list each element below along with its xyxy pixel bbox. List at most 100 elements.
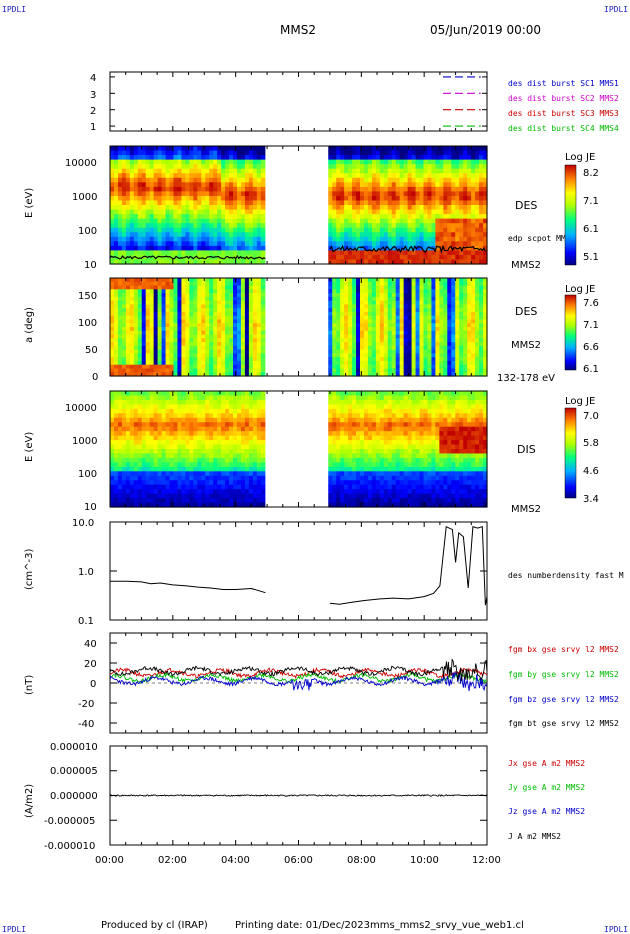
spectrogram-cell [185, 368, 190, 373]
spectrogram-cell [407, 236, 413, 242]
spectrogram-cell [256, 182, 262, 188]
spectrogram-cell [471, 218, 476, 224]
spectrogram-cell [463, 214, 468, 220]
spectrogram-cell [149, 164, 155, 170]
spectrogram-cell [173, 466, 179, 472]
spectrogram-cell [161, 435, 167, 441]
spectrogram-cell [185, 200, 190, 206]
spectrogram-cell [209, 502, 214, 508]
spectrogram-cell [177, 330, 183, 336]
spectrogram-cell [165, 395, 171, 401]
spectrogram-cell [193, 399, 198, 405]
spectrogram-cell [479, 146, 484, 152]
spectrogram-cell [181, 408, 186, 414]
spectrogram-cell [141, 435, 147, 441]
spectrogram-cell [475, 241, 480, 247]
spectrogram-cell [356, 360, 361, 366]
spectrogram-cell [367, 236, 373, 242]
spectrogram-cell [110, 498, 115, 504]
spectrogram-cell [471, 254, 476, 261]
spectrogram-cell [173, 285, 179, 290]
spectrogram-cell [328, 308, 333, 313]
spectrogram-cell [435, 205, 440, 211]
spectrogram-cell [221, 334, 226, 339]
spectrogram-cell [256, 232, 262, 238]
spectrogram-cell [447, 349, 452, 354]
spectrogram-cell [451, 281, 456, 287]
spectrogram-cell [193, 236, 198, 242]
spectrogram-cell [395, 200, 401, 206]
scpot-overlay-line [109, 254, 266, 260]
spectrogram-cell [479, 236, 484, 242]
spectrogram-cell [447, 319, 452, 324]
spectrogram-cell [391, 218, 397, 224]
spectrogram-cell [447, 278, 452, 283]
spectrogram-cell [427, 311, 433, 317]
spectrogram-cell [371, 164, 377, 170]
spectrogram-cell [197, 484, 202, 490]
spectrogram-cell [419, 227, 425, 233]
spectrogram-cell [395, 330, 401, 336]
spectrogram-cell [221, 417, 226, 423]
spectrogram-cell [360, 334, 365, 339]
spectrogram-cell [233, 413, 238, 419]
spectrogram-cell [348, 285, 353, 290]
spectrogram-cell [229, 146, 234, 152]
spectrogram-cell [356, 191, 361, 197]
spectrogram-cell [221, 218, 226, 224]
spectrogram-cell [149, 285, 155, 290]
spectrogram-cell [149, 168, 155, 174]
spectrogram-cell [332, 159, 337, 165]
spectrogram-cell [113, 150, 119, 156]
spectrogram-cell [189, 319, 194, 324]
spectrogram-cell [371, 323, 377, 328]
spectrogram-cell [467, 300, 472, 305]
spectrogram-cell [411, 319, 417, 324]
spectrogram-cell [137, 417, 143, 423]
spectrogram-cell [348, 334, 353, 339]
spectrogram-cell [427, 330, 433, 336]
spectrogram-cell [221, 304, 226, 309]
spectrogram-cell [133, 164, 139, 170]
spectrogram-cell [383, 205, 389, 211]
spectrogram-cell [221, 293, 226, 298]
spectrogram-cell [403, 250, 409, 256]
spectrogram-cell [145, 395, 151, 401]
spectrogram-cell [169, 182, 175, 188]
spectrogram-cell [260, 345, 266, 351]
spectrogram-cell [431, 191, 437, 197]
spectrogram-cell [229, 245, 234, 251]
spectrogram-cell [181, 395, 186, 401]
spectrogram-cell [110, 484, 115, 490]
spectrogram-cell [213, 353, 218, 358]
spectrogram-cell [471, 357, 476, 362]
spectrogram-cell [360, 164, 365, 170]
spectrogram-cell [157, 457, 163, 463]
spectrogram-cell [209, 404, 214, 410]
spectrogram-cell [141, 195, 147, 202]
spectrogram-cell [185, 484, 190, 490]
spectrogram-cell [367, 186, 373, 192]
spectrogram-cell [205, 399, 210, 405]
spectrogram-cell [475, 205, 480, 211]
spectrogram-cell [137, 372, 143, 377]
spectrogram-cell [185, 223, 190, 229]
spectrogram-cell [189, 214, 194, 220]
spectrogram-cell [110, 345, 115, 351]
spectrogram-cell [471, 259, 476, 265]
spectrogram-cell [221, 227, 226, 233]
spectrogram-cell [129, 241, 135, 247]
spectrogram-cell [332, 311, 337, 317]
spectrogram-cell [467, 338, 472, 343]
spectrogram-cell [356, 345, 361, 351]
spectrogram-cell [475, 353, 480, 358]
spectrogram-cell [177, 493, 183, 499]
spectrogram-cell [360, 330, 365, 336]
spectrogram-cell [356, 334, 361, 339]
spectrogram-cell [252, 304, 258, 309]
spectrogram-cell [193, 155, 198, 161]
spectrogram-cell [185, 278, 190, 283]
spectrogram-cell [336, 236, 341, 242]
spectrogram-cell [387, 164, 393, 170]
spectrogram-cell [348, 155, 353, 161]
